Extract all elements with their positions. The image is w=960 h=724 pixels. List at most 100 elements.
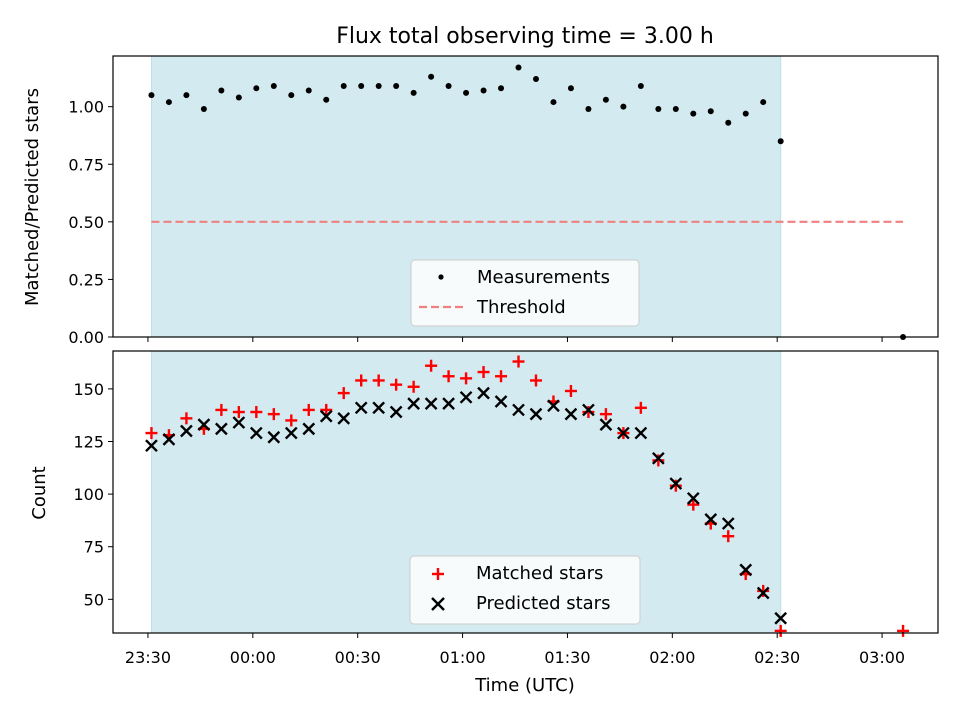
matched-star-point: [582, 406, 595, 419]
matched-star-point: [320, 403, 333, 416]
predicted-star-point: [739, 563, 753, 577]
measurement-point: [672, 105, 679, 112]
measurement-point: [445, 82, 452, 89]
predicted-star-point: [232, 416, 246, 429]
time-x-tick-label: 03:00: [859, 648, 905, 667]
measurement-point: [323, 96, 330, 103]
matched-star-point: [250, 406, 263, 419]
matched-star-point: [774, 624, 787, 637]
predicted-star-point: [704, 513, 718, 526]
ratio-y-tick-label: 0.50: [68, 213, 104, 232]
legend-predicted-label: Predicted stars: [476, 593, 610, 614]
measurement-point: [655, 105, 662, 112]
predicted-star-point: [267, 430, 281, 444]
predicted-star-point: [249, 426, 263, 440]
matched-star-point: [425, 359, 438, 372]
predicted-star-point: [197, 418, 211, 432]
measurement-point: [410, 89, 417, 96]
legend-matched-marker: [432, 568, 444, 580]
chart-title: Flux total observing time = 3.00 h: [336, 24, 714, 49]
predicted-star-point: [319, 409, 333, 423]
ratio-y-axis-label: Matched/Predicted stars: [22, 88, 43, 306]
matched-star-point: [232, 406, 245, 419]
time-x-tick-label: 02:30: [754, 648, 800, 667]
legend-measurements-marker: [438, 274, 444, 280]
count-legend: Matched stars Predicted stars: [409, 555, 641, 625]
matched-star-point: [564, 384, 577, 397]
predicted-star-point: [302, 422, 316, 436]
time-x-axis: 23:30 00:00 00:30 01:00 01:30 02:00 02:30 03:00: [125, 633, 905, 667]
predicted-star-point: [372, 401, 386, 415]
matched-star-point: [145, 427, 158, 440]
measurement-point: [777, 138, 784, 145]
predicted-star-point: [442, 397, 455, 410]
matched-star-point: [460, 372, 473, 385]
measurement-point: [480, 87, 487, 94]
matched-star-point: [477, 366, 490, 379]
measurement-point: [165, 99, 172, 106]
time-x-tick-label: 23:30: [125, 648, 171, 667]
predicted-star-point: [512, 403, 525, 417]
measurement-point: [742, 110, 749, 117]
measurement-point: [760, 99, 767, 106]
measurement-point: [235, 94, 242, 101]
predicted-star-point: [337, 411, 351, 425]
ratio-legend: Measurements Threshold: [410, 259, 640, 327]
count-y-axis: 50 75 100 125 150: [73, 380, 113, 609]
matched-star-point: [355, 374, 368, 387]
matched-star-point: [337, 387, 350, 400]
count-y-tick-label: 150: [73, 380, 104, 399]
predicted-star-point: [721, 517, 735, 530]
legend-threshold-label: Threshold: [476, 297, 566, 318]
matched-star-point: [442, 370, 455, 383]
time-x-tick-label: 00:00: [230, 648, 276, 667]
predicted-star-point: [617, 426, 630, 440]
ratio-y-axis: 0.00 0.25 0.50 0.75 1.00: [68, 98, 113, 347]
ratio-y-tick-label: 0.00: [68, 328, 104, 347]
predicted-star-point: [599, 418, 613, 432]
legend-measurements-label: Measurements: [477, 267, 610, 288]
matched-star-point: [634, 401, 647, 414]
predicted-star-point: [686, 491, 700, 505]
ratio-panel: 0.00 0.25 0.50 0.75 1.00 Matched/Predicted s…: [22, 55, 939, 347]
ratio-axes-frame: [112, 55, 939, 338]
measurement-point: [532, 76, 539, 83]
predicted-star-point: [634, 426, 648, 440]
measurement-point: [148, 92, 155, 99]
measurement-point: [567, 85, 574, 92]
matched-star-point: [722, 530, 735, 543]
predicted-star-point: [564, 407, 578, 421]
measurement-point: [707, 108, 714, 115]
matched-star-point: [372, 374, 385, 387]
predicted-star-point: [774, 611, 788, 625]
predicted-star-point: [424, 397, 438, 410]
predicted-star-point: [756, 586, 770, 600]
measurement-point: [305, 87, 312, 94]
measurement-point: [200, 105, 207, 112]
predicted-star-point: [547, 399, 560, 413]
measurement-point: [358, 82, 365, 89]
measurement-point: [463, 89, 470, 96]
measurement-point: [585, 105, 592, 112]
count-y-tick-label: 125: [73, 432, 104, 451]
matched-star-point: [687, 498, 700, 511]
matched-star-point: [267, 408, 280, 421]
matched-star-point: [669, 479, 682, 492]
matched-star-point: [512, 355, 525, 368]
count-panel: 50 75 100 125 150 23:30 00:00 00:30 01:00 01:30 0…: [29, 350, 939, 696]
predicted-star-point: [651, 451, 665, 465]
matched-star-point: [599, 408, 612, 421]
measurement-point: [515, 64, 522, 71]
predicted-star-point: [494, 395, 508, 408]
matched-star-point: [757, 584, 770, 597]
measurement-point: [253, 85, 260, 92]
matched-star-point: [407, 380, 420, 393]
predicted-star-point: [284, 426, 298, 440]
measurement-point: [725, 119, 732, 126]
x-axis-label: Time (UTC): [474, 675, 575, 696]
predicted-star-point: [529, 407, 543, 421]
measurement-points: [148, 64, 907, 340]
predicted-star-point: [354, 401, 368, 415]
measurement-point: [288, 92, 295, 99]
